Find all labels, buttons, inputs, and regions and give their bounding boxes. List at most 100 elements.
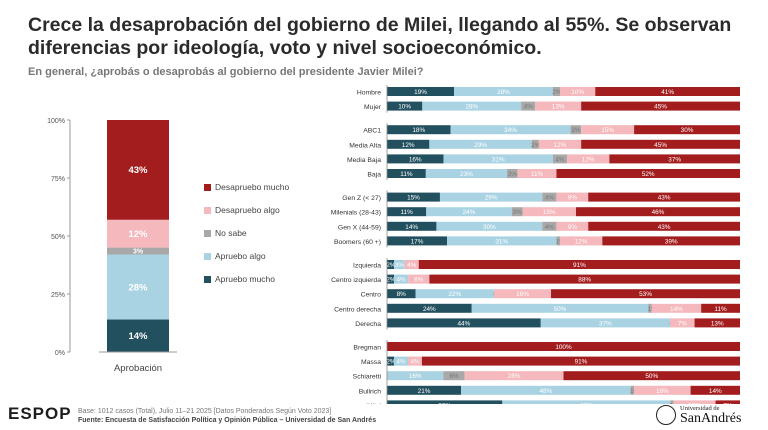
bar-data-label: 4% xyxy=(396,277,406,284)
row-label: Centro izquierda xyxy=(331,277,381,284)
bar-data-label: 3% xyxy=(571,127,581,134)
bar-data-label: 4% xyxy=(545,195,555,202)
bar-data-label: 9% xyxy=(568,224,578,231)
bar-segment xyxy=(556,221,589,231)
bar-data-label: 4% xyxy=(524,104,534,111)
bar-segment xyxy=(422,101,522,111)
bar-segment xyxy=(443,154,553,164)
bar-segment xyxy=(570,125,582,135)
chart-subtitle: En general, ¿aprobás o desaprobás al gob… xyxy=(28,66,424,78)
bar-segment xyxy=(387,274,395,284)
bar-data-label: 2% xyxy=(386,262,396,269)
bar-data-label: 2% xyxy=(552,89,562,96)
footer-source: Fuente: Encuesta de Satisfacción Polític… xyxy=(78,417,377,424)
bar-segment xyxy=(387,342,740,351)
legend-swatch xyxy=(204,184,211,191)
y-tick-label: 75% xyxy=(51,176,65,183)
bar-data-label: 11% xyxy=(400,209,413,216)
bar-segment xyxy=(559,87,596,96)
bar-data-label: 7% xyxy=(723,402,733,404)
bar-data-label: 12% xyxy=(688,402,701,404)
bar-data-label: 31% xyxy=(495,238,508,245)
bar-segment xyxy=(387,356,394,366)
bar-segment xyxy=(387,169,426,178)
legend-label: Desapruebo mucho xyxy=(215,182,289,192)
bar-segment xyxy=(387,154,444,164)
bar-data-label: 7% xyxy=(678,320,688,327)
bar-segment xyxy=(387,303,472,313)
bar-segment xyxy=(588,221,740,231)
bar-segment xyxy=(507,169,518,178)
bar-segment xyxy=(107,254,169,320)
bar-data-label: 15% xyxy=(407,195,420,202)
bar-segment xyxy=(387,221,437,231)
bar-segment xyxy=(602,236,740,246)
bar-data-label: 2% xyxy=(386,277,396,284)
bar-segment xyxy=(522,207,576,217)
bar-data-label: 48% xyxy=(539,388,552,395)
bar-segment xyxy=(670,400,674,404)
bar-segment xyxy=(690,385,740,395)
bar-segment xyxy=(107,120,169,220)
bar-data-label: 11% xyxy=(400,171,413,178)
row-label: Milenials (28-43) xyxy=(331,210,381,217)
row-label: Milei xyxy=(367,403,381,404)
bar-segment xyxy=(517,169,557,178)
bar-segment xyxy=(454,87,553,96)
bar-segment xyxy=(450,125,571,135)
row-label: Derecha xyxy=(355,321,381,328)
row-label: Media Baja xyxy=(347,157,381,164)
bar-data-label: 37% xyxy=(599,320,612,327)
bar-segment xyxy=(609,154,740,164)
bar-segment xyxy=(426,207,512,217)
bar-segment xyxy=(387,400,503,404)
bar-data-label: 12% xyxy=(402,142,415,149)
row-label: Hombre xyxy=(357,90,381,97)
bar-segment xyxy=(634,125,740,135)
bar-data-label: 53% xyxy=(639,291,652,298)
bar-segment xyxy=(511,207,523,217)
bar-data-label: 45% xyxy=(654,104,667,111)
bar-segment xyxy=(461,385,631,395)
bar-data-label: 4% xyxy=(410,359,420,366)
bar-segment xyxy=(673,400,716,404)
bar-data-label: 19% xyxy=(414,89,427,96)
bar-data-label: 18% xyxy=(412,127,425,134)
bar-segment xyxy=(559,236,603,246)
x-category-label: Aprobación xyxy=(114,363,162,374)
bar-data-label: 24% xyxy=(423,306,436,313)
bar-data-label: 41% xyxy=(661,89,674,96)
bar-data-label: 16% xyxy=(409,156,422,163)
bar-data-label: 88% xyxy=(578,277,591,284)
bar-segment xyxy=(387,371,444,381)
bar-data-label: 12% xyxy=(128,229,148,240)
bar-segment xyxy=(421,356,740,366)
bar-data-label: 43% xyxy=(128,165,148,176)
bar-data-label: 16% xyxy=(409,373,422,380)
bar-segment xyxy=(471,303,649,313)
bar-data-label: 15% xyxy=(601,127,614,134)
bar-segment xyxy=(439,192,543,202)
legend-swatch xyxy=(204,253,211,260)
row-label: Gen X (44-59) xyxy=(338,224,381,231)
bar-data-label: 12% xyxy=(575,238,588,245)
bar-data-label: 30% xyxy=(483,224,496,231)
bar-data-label: 31% xyxy=(492,156,505,163)
bar-segment xyxy=(107,219,169,248)
bar-segment xyxy=(630,385,635,395)
bar-data-label: 2% xyxy=(386,359,396,366)
row-label: Gen Z (< 27) xyxy=(342,195,381,202)
y-tick-label: 100% xyxy=(47,118,65,125)
bar-data-label: 3% xyxy=(508,171,518,178)
legend-swatch xyxy=(204,207,211,214)
bar-segment xyxy=(552,154,568,164)
bar-data-label: 39% xyxy=(665,238,678,245)
bar-data-label: 13% xyxy=(552,104,565,111)
legend-swatch xyxy=(204,276,211,283)
bar-data-label: 14% xyxy=(405,224,418,231)
row-label: Schiaretti xyxy=(353,374,382,381)
bar-data-label: 46% xyxy=(652,209,665,216)
row-label: Mujer xyxy=(364,104,382,111)
bar-data-label: 12% xyxy=(582,156,595,163)
bar-segment xyxy=(542,221,557,231)
